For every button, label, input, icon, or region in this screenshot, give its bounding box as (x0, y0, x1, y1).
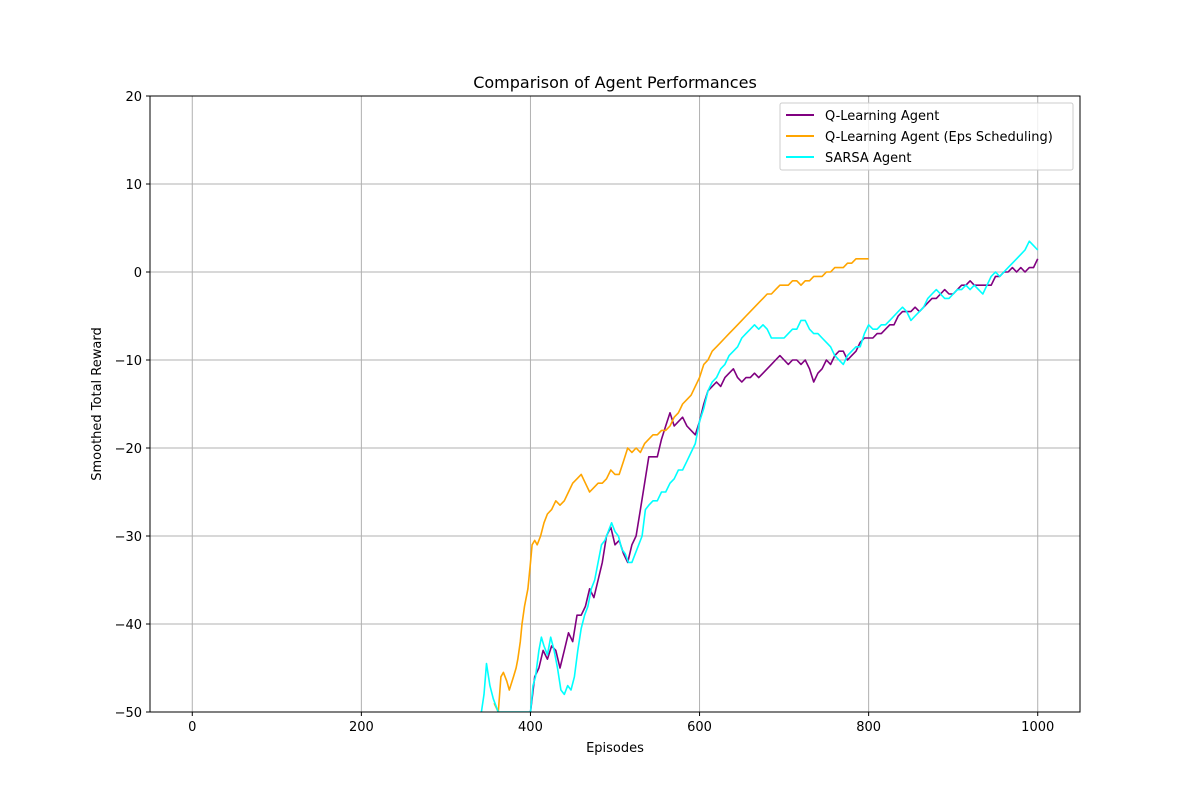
y-tick-label-6: 10 (125, 178, 142, 193)
series-line-2 (480, 240, 1039, 712)
y-tick-label-2: −30 (115, 530, 142, 545)
y-tick-label-1: −40 (115, 618, 142, 633)
legend-label-0: Q-Learning Agent (825, 109, 939, 124)
x-tick-label-5: 1000 (1021, 720, 1054, 735)
x-axis: 0 200 400 600 800 1000 (188, 712, 1054, 735)
y-tick-label-7: 20 (125, 90, 142, 105)
legend-label-2: SARSA Agent (825, 151, 911, 166)
y-tick-label-0: −50 (115, 706, 142, 721)
series-line-1 (493, 258, 869, 712)
y-axis-label: Smoothed Total Reward (90, 327, 105, 480)
x-tick-label-2: 400 (518, 720, 543, 735)
legend-label-1: Q-Learning Agent (Eps Scheduling) (825, 130, 1053, 145)
x-tick-label-3: 600 (687, 720, 712, 735)
y-tick-label-5: 0 (134, 266, 142, 281)
x-tick-label-4: 800 (856, 720, 881, 735)
x-axis-label: Episodes (586, 741, 644, 756)
x-tick-label-0: 0 (188, 720, 196, 735)
y-tick-label-3: −20 (115, 442, 142, 457)
y-tick-label-4: −10 (115, 354, 142, 369)
legend: Q-Learning Agent Q-Learning Agent (Eps Sc… (779, 102, 1074, 171)
y-axis: −50 −40 −30 −20 −10 0 10 20 (115, 90, 150, 721)
chart-title: Comparison of Agent Performances (473, 73, 757, 92)
legend-box (779, 102, 1074, 171)
x-tick-label-1: 200 (349, 720, 374, 735)
series-layer (480, 240, 1039, 712)
plot-frame (149, 95, 1081, 713)
